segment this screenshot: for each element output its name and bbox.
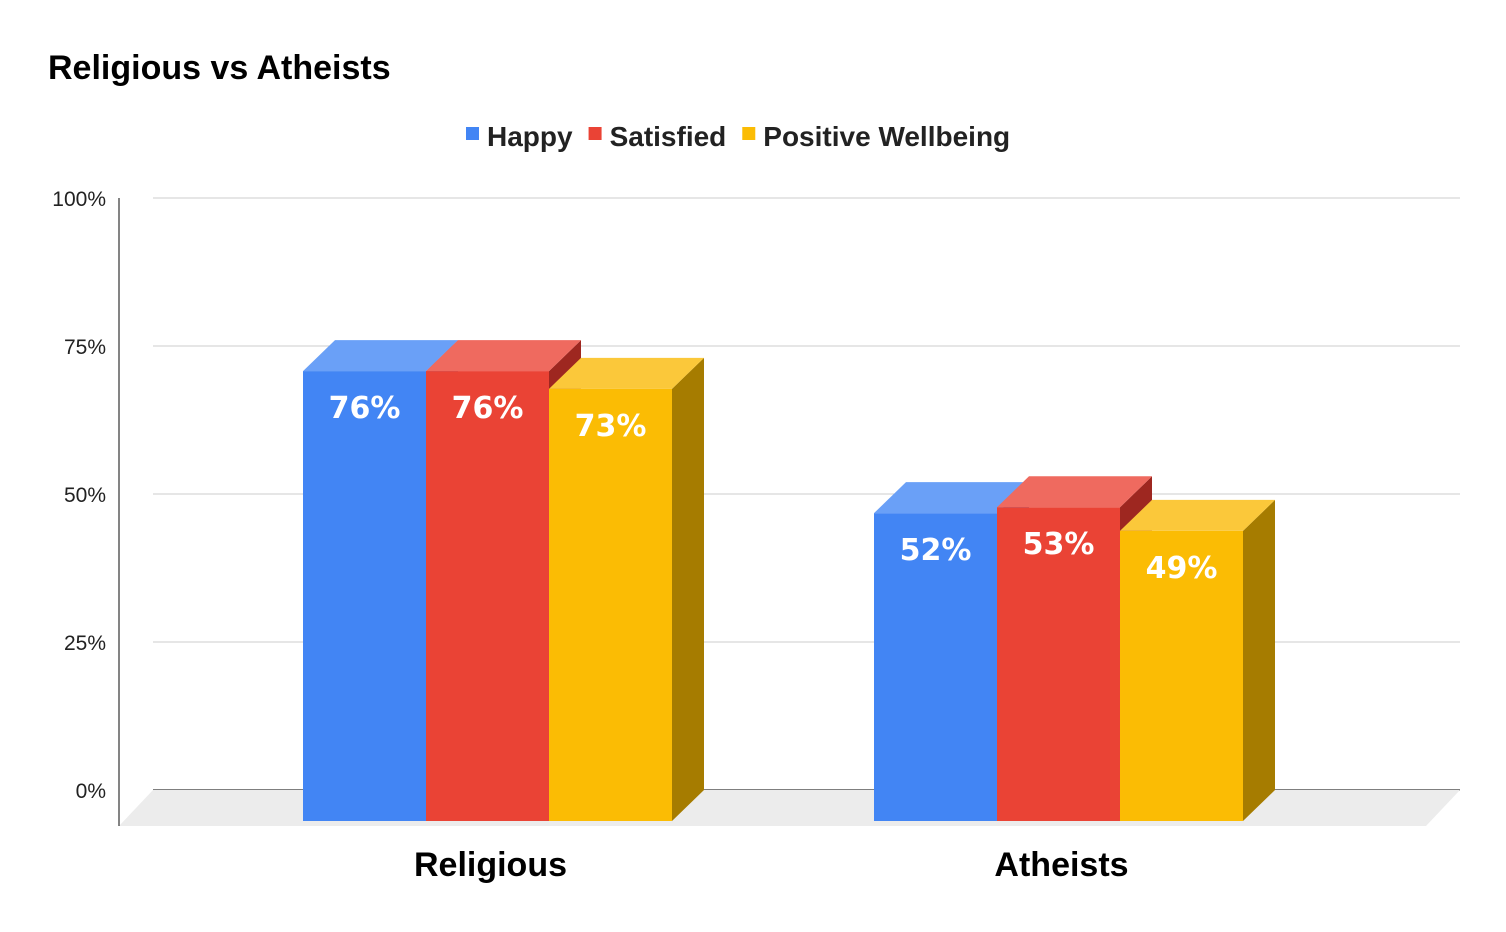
- bar-front: [997, 507, 1120, 821]
- legend-label: Positive Wellbeing: [763, 121, 1010, 152]
- data-label: 53%: [1023, 527, 1095, 562]
- data-label: 52%: [900, 533, 972, 568]
- bar-front: [303, 371, 426, 821]
- bar: 73%: [549, 357, 704, 821]
- data-label: 49%: [1146, 551, 1218, 586]
- bar-top: [426, 340, 581, 372]
- bar-side: [1243, 499, 1275, 821]
- legend-swatch: [588, 127, 602, 140]
- legend: Happy Satisfied Positive Wellbeing: [466, 121, 1010, 152]
- x-axis-category-labels: Religious Atheists: [414, 846, 1129, 884]
- data-label: 76%: [329, 391, 401, 426]
- y-tick-label: 75%: [64, 336, 106, 359]
- bars: 76% 76% 73% 52% 53% 49%: [303, 340, 1275, 821]
- bar-front: [1120, 530, 1243, 821]
- bar-front: [426, 371, 549, 821]
- y-tick-label: 50%: [64, 484, 106, 507]
- y-tick-label: 100%: [52, 188, 106, 211]
- legend-label: Happy: [487, 121, 573, 152]
- bar-front: [874, 513, 997, 821]
- bar-top: [1120, 499, 1275, 531]
- bar-top: [549, 357, 704, 389]
- bar-side: [672, 357, 704, 821]
- data-label: 73%: [575, 409, 647, 444]
- legend-swatch: [742, 127, 756, 140]
- legend-swatch: [466, 127, 479, 140]
- bar: 49%: [1120, 499, 1275, 821]
- bar-front: [549, 388, 672, 821]
- y-axis-tick-labels: 0% 25% 50% 75% 100%: [52, 188, 106, 803]
- chart-title: Religious vs Atheists: [48, 49, 391, 87]
- x-category-label: Atheists: [994, 846, 1128, 884]
- data-label: 76%: [452, 391, 524, 426]
- bar-top: [997, 476, 1152, 508]
- bar-top: [303, 340, 458, 372]
- y-tick-label: 0%: [76, 780, 106, 803]
- legend-label: Satisfied: [610, 121, 727, 152]
- y-tick-label: 25%: [64, 632, 106, 655]
- x-category-label: Religious: [414, 846, 567, 884]
- bar-top: [874, 482, 1029, 514]
